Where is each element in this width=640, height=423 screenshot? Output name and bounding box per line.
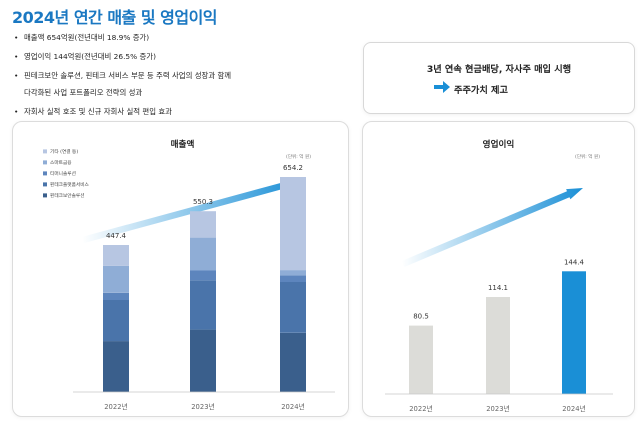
bullet-text: 영업이익 144억원(전년대비 26.5% 증가) bbox=[24, 52, 156, 61]
revenue-chart: 매출액 (단위: 억 원) 기타 (연결 등) 스마트금융티머니솔루션핀테크플랫폼서비… bbox=[43, 138, 335, 411]
bar-segment bbox=[103, 292, 129, 300]
operating-profit-chart-panel: 영업이익 (단위: 억 원) 80.5 2022년 114.1 2023년 144.4 202… bbox=[362, 121, 635, 417]
bar-segment bbox=[103, 265, 129, 293]
legend-label: 티머니솔루션 bbox=[50, 170, 76, 177]
legend-swatch bbox=[43, 182, 47, 187]
bar bbox=[486, 297, 510, 394]
bullet-marker: • bbox=[14, 33, 19, 42]
bar-segment bbox=[280, 270, 306, 276]
tick-label: 2022년 bbox=[409, 404, 433, 413]
operating-profit-chart: 영업이익 (단위: 억 원) 80.5 2022년 114.1 2023년 144.4 202… bbox=[385, 138, 613, 413]
bar bbox=[562, 271, 586, 394]
bar-segment bbox=[103, 245, 129, 266]
data-label: 654.2 bbox=[283, 164, 303, 172]
unit-note: (단위: 억 원) bbox=[286, 153, 311, 160]
legend-item: 기타 (연결 등) bbox=[43, 148, 78, 155]
legend-item: 핀테크보안솔루션 bbox=[43, 192, 85, 199]
list-item-continuation: 다각화된 사업 포트폴리오 전략의 성과 bbox=[24, 87, 142, 98]
tick-label: 2022년 bbox=[104, 402, 128, 411]
list-item: • 영업이익 144억원(전년대비 26.5% 증가) bbox=[14, 51, 156, 62]
legend-swatch bbox=[43, 193, 47, 198]
list-item: • 핀테크보안 솔루션, 핀테크 서비스 부문 등 주력 사업의 성장과 함께 bbox=[14, 70, 231, 81]
tick-label: 2023년 bbox=[486, 404, 510, 413]
bullet-marker: • bbox=[14, 52, 19, 61]
data-label: 80.5 bbox=[413, 313, 429, 321]
bar-segment bbox=[280, 275, 306, 282]
tick-label: 2024년 bbox=[281, 402, 305, 411]
bar-segment bbox=[190, 237, 216, 271]
data-label: 550.3 bbox=[193, 198, 213, 206]
data-label: 114.1 bbox=[488, 284, 508, 292]
legend-swatch bbox=[43, 160, 47, 165]
legend-label: 스마트금융 bbox=[50, 159, 72, 166]
legend-swatch bbox=[43, 171, 47, 176]
bar-segment bbox=[280, 281, 306, 333]
list-item: • 자회사 실적 호조 및 신규 자회사 실적 편입 효과 bbox=[14, 106, 172, 117]
shareholder-return-callout: 3년 연속 현금배당, 자사주 매입 시행 주주가치 제고 bbox=[363, 42, 635, 114]
data-label: 447.4 bbox=[106, 232, 127, 240]
bar bbox=[409, 325, 433, 394]
bullet-text: 자회사 실적 호조 및 신규 자회사 실적 편입 효과 bbox=[24, 107, 172, 116]
bullet-marker: • bbox=[14, 107, 19, 116]
bullet-text: 다각화된 사업 포트폴리오 전략의 성과 bbox=[24, 88, 143, 97]
legend-item: 핀테크플랫폼서비스 bbox=[43, 181, 90, 188]
data-label: 144.4 bbox=[564, 258, 585, 266]
bar-segment bbox=[190, 270, 216, 281]
bullet-marker: • bbox=[14, 71, 19, 80]
bar-segment bbox=[280, 177, 306, 271]
bar-segment bbox=[190, 211, 216, 238]
bar-segment bbox=[280, 332, 306, 392]
legend-label: 핀테크플랫폼서비스 bbox=[50, 181, 90, 188]
tick-label: 2024년 bbox=[562, 404, 586, 413]
bar-segment bbox=[190, 329, 216, 392]
bullet-text: 매출액 654억원(전년대비 18.9% 증가) bbox=[24, 33, 150, 42]
bullet-text: 핀테크보안 솔루션, 핀테크 서비스 부문 등 주력 사업의 성장과 함께 bbox=[24, 71, 232, 80]
unit-note: (단위: 억 원) bbox=[575, 153, 600, 160]
trend-arrow-icon bbox=[401, 188, 583, 267]
legend-swatch bbox=[43, 149, 47, 154]
legend-item: 티머니솔루션 bbox=[43, 170, 76, 177]
bar-segment bbox=[103, 341, 129, 392]
legend-item: 스마트금융 bbox=[43, 159, 72, 166]
callout-line-2: 주주가치 제고 bbox=[454, 85, 508, 96]
bar-segment bbox=[190, 280, 216, 330]
legend-label: 핀테크보안솔루션 bbox=[50, 192, 85, 199]
arrow-right-icon bbox=[434, 81, 450, 93]
tick-label: 2023년 bbox=[191, 402, 215, 411]
list-item: • 매출액 654억원(전년대비 18.9% 증가) bbox=[14, 32, 149, 43]
callout-line-1: 3년 연속 현금배당, 자사주 매입 시행 bbox=[426, 64, 572, 75]
legend-label: 기타 (연결 등) bbox=[50, 148, 78, 155]
chart-title: 영업이익 bbox=[483, 138, 515, 150]
chart-title: 매출액 bbox=[171, 138, 195, 150]
bar-segment bbox=[103, 300, 129, 342]
page-title: 2024년 연간 매출 및 영업이익 bbox=[12, 8, 218, 27]
